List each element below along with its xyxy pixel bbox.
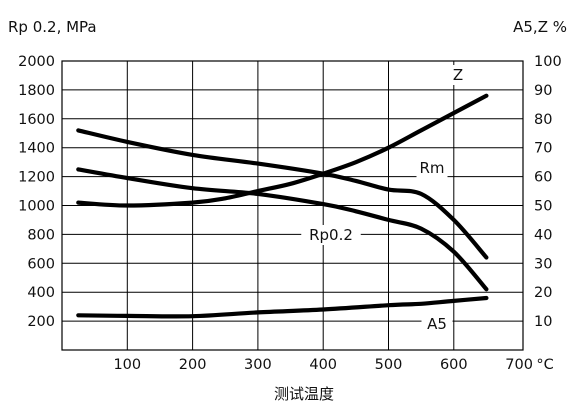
- series-line-rp0-2: [76, 167, 489, 292]
- tick-labels: 100 200 300 400 500 600 700 200 400 600 800 1000 120…: [18, 54, 562, 373]
- y-left-tick-label: 600: [27, 256, 55, 272]
- series-line-rm: [76, 128, 489, 260]
- series-labels: Rm Rp0.2 Z A5: [301, 65, 469, 334]
- y-left-tick-label: 400: [27, 285, 55, 301]
- series-line-a5: [76, 295, 489, 319]
- y-right-tick-label: 50: [534, 199, 552, 215]
- series-label-bg-a5: [421, 314, 453, 334]
- y-right-tick-label: 10: [534, 314, 552, 330]
- x-tick-label: 200: [179, 357, 207, 373]
- x-tick-label: 700: [505, 357, 533, 373]
- series-line-z: [76, 93, 489, 208]
- y-left-tick-label: 1400: [18, 141, 55, 157]
- y-left-tick-label: 800: [27, 227, 55, 243]
- y-right-tick-label: 20: [534, 285, 552, 301]
- x-tick-label: 600: [440, 357, 468, 373]
- y-left-tick-label: 1800: [18, 83, 55, 99]
- y-right-tick-label: 40: [534, 227, 552, 243]
- y-right-tick-label: 30: [534, 256, 552, 272]
- x-axis-unit: °C: [536, 357, 553, 373]
- y-right-tick-label: 60: [534, 170, 552, 186]
- series-label-a5: A5: [427, 315, 447, 333]
- y-right-tick-label: 100: [534, 54, 562, 70]
- axis-titles: Rp 0.2, MPa A5,Z % 测试温度 °C: [8, 18, 567, 403]
- x-tick-label: 400: [309, 357, 337, 373]
- series-label-rp0-2: Rp0.2: [309, 226, 353, 244]
- y-axis-right-title: A5,Z %: [513, 18, 567, 36]
- x-tick-label: 100: [113, 357, 141, 373]
- y-left-tick-label: 2000: [18, 54, 55, 70]
- series-label-z: Z: [453, 66, 463, 84]
- y-left-tick-label: 1200: [18, 170, 55, 186]
- series-label-rm: Rm: [419, 159, 444, 177]
- plot-frame: [61, 60, 524, 351]
- x-tick-label: 500: [375, 357, 403, 373]
- y-left-tick-label: 1600: [18, 112, 55, 128]
- y-right-tick-label: 90: [534, 83, 552, 99]
- series-label-bg-rp0-2: [301, 225, 361, 245]
- series-label-bg-rm: [416, 158, 448, 178]
- y-right-tick-label: 70: [534, 141, 552, 157]
- y-left-tick-label: 1000: [18, 199, 55, 215]
- y-right-tick-label: 80: [534, 112, 552, 128]
- x-tick-label: 300: [244, 357, 272, 373]
- series-label-bg-z: [447, 65, 469, 85]
- y-axis-left-title: Rp 0.2, MPa: [8, 18, 97, 36]
- series-lines: [76, 93, 489, 319]
- y-left-tick-label: 200: [27, 314, 55, 330]
- x-axis-title: 测试温度: [274, 385, 334, 403]
